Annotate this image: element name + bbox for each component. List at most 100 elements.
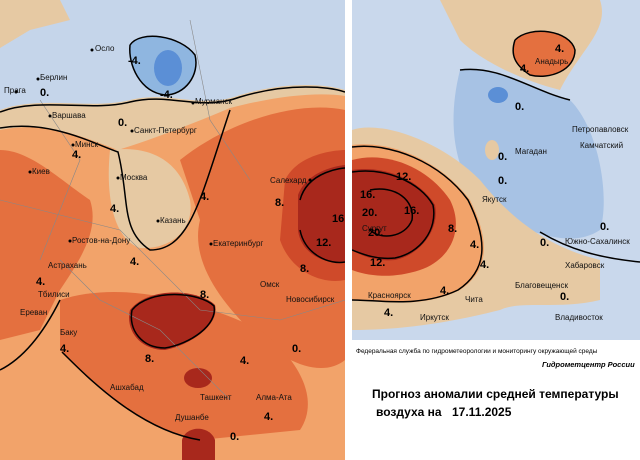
anomaly-area <box>488 87 508 103</box>
left-cities: Осло Берлин Прага Варшава Мурманск Санкт… <box>4 44 335 422</box>
city-label: Екатеринбург <box>213 239 263 248</box>
contour-line <box>352 170 435 260</box>
anomaly-area <box>182 428 215 460</box>
contour-label: 16. <box>360 189 375 201</box>
contour-label: -4. <box>128 55 141 67</box>
contour-line <box>299 167 345 264</box>
contour-label: 4. <box>110 203 119 215</box>
footer-text: 17.11.2025 <box>452 405 512 419</box>
city-dot <box>14 90 18 94</box>
city-label: Новосибирск <box>286 295 335 304</box>
city-dot <box>156 219 160 223</box>
city-label: Анадырь <box>535 57 568 66</box>
anomaly-area <box>0 150 93 340</box>
city-label: Алма-Ата <box>256 393 292 402</box>
city-dot <box>48 114 52 118</box>
contour-label: 4. <box>72 149 81 161</box>
city-label: Санкт-Петербург <box>134 126 197 135</box>
contour-line <box>512 30 576 77</box>
footer-text: Федеральная служба по гидрометеорологии … <box>356 347 598 355</box>
contour-label: 4. <box>555 43 564 55</box>
city-dot <box>28 170 32 174</box>
city-dot <box>90 48 94 52</box>
left-dots <box>14 48 312 246</box>
city-label: Астрахань <box>48 261 87 270</box>
contour-label: 8. <box>275 197 284 209</box>
anomaly-area <box>184 368 212 388</box>
contour-line <box>369 188 413 237</box>
city-label: Омск <box>260 280 280 289</box>
city-label: Прага <box>4 86 26 95</box>
contour-label: 4. <box>520 63 529 75</box>
city-label: Чита <box>465 295 483 304</box>
city-label: Минск <box>75 140 99 149</box>
city-dot <box>191 101 195 105</box>
footer-text: Прогноз аномалии средней температуры <box>372 387 619 401</box>
city-label: Владивосток <box>555 313 603 322</box>
footer-text: воздуха на <box>376 405 442 419</box>
anomaly-area <box>298 165 345 263</box>
city-dot <box>209 242 213 246</box>
contour-label: 4. <box>480 259 489 271</box>
city-label: Красноярск <box>368 291 411 300</box>
city-label: Казань <box>160 216 186 225</box>
anomaly-area <box>0 0 70 48</box>
contour-label: 4. <box>240 355 249 367</box>
divider <box>345 0 352 460</box>
contour-line <box>0 86 345 113</box>
contour-label: 0. <box>560 291 569 303</box>
right-map-fill <box>352 0 640 340</box>
city-label: Варшава <box>52 111 86 120</box>
contour-label: 4. <box>384 307 393 319</box>
city-label: Осло <box>95 44 115 53</box>
contour-label: 8. <box>145 353 154 365</box>
contour-line <box>130 293 215 349</box>
city-dot <box>36 77 40 81</box>
city-label: Сургут <box>362 224 387 233</box>
city-label: Петропавловск <box>572 125 629 134</box>
border-line <box>0 19 345 401</box>
contour-label: 4. <box>470 239 479 251</box>
city-label: Киев <box>32 167 50 176</box>
contour-label: 12. <box>370 257 385 269</box>
anomaly-area <box>352 169 436 261</box>
contour-label: 4. <box>130 256 139 268</box>
contour-label: 0. <box>540 237 549 249</box>
anomaly-area <box>154 50 182 86</box>
contour-line <box>0 299 201 441</box>
contour-label: 0. <box>230 431 239 443</box>
contour-label: 0. <box>40 87 49 99</box>
anomaly-area <box>60 291 308 440</box>
contour-label: 12. <box>396 171 411 183</box>
contour-label: 8. <box>300 263 309 275</box>
city-label: Ереван <box>20 308 47 317</box>
city-label: Якутск <box>482 195 507 204</box>
contour-line <box>0 109 231 251</box>
contour-line <box>352 145 483 303</box>
contour-label: 12. <box>316 237 331 249</box>
contour-label: 0. <box>498 151 507 163</box>
city-label: Ташкент <box>200 393 232 402</box>
contour-label: 16. <box>404 205 419 217</box>
left-map-fill <box>0 0 345 460</box>
anomaly-area <box>513 31 575 77</box>
contour-label: 16. <box>332 213 347 225</box>
contour-label: 4. <box>200 191 209 203</box>
contour-label: 0. <box>292 343 301 355</box>
contour-line <box>129 35 197 96</box>
city-label: Хабаровск <box>565 261 605 270</box>
city-label: Москва <box>120 173 148 182</box>
contour-label: -4. <box>160 89 173 101</box>
contour-label: 4. <box>264 411 273 423</box>
city-label: Душанбе <box>175 413 209 422</box>
contour-label: 8. <box>200 289 209 301</box>
right-cities: Анадырь Петропавловск Камчатский Магадан… <box>362 57 630 322</box>
left-contour-labels: -4. -4. 0. 0. 4. 4. 4. 4. 8. 8. 8. 8. 12… <box>36 55 347 443</box>
city-label: Баку <box>60 328 77 337</box>
city-label: Ашхабад <box>110 383 144 392</box>
city-dot <box>68 239 72 243</box>
contour-label: 4. <box>440 285 449 297</box>
anomaly-area <box>129 292 216 350</box>
city-label: Камчатский <box>580 141 623 150</box>
